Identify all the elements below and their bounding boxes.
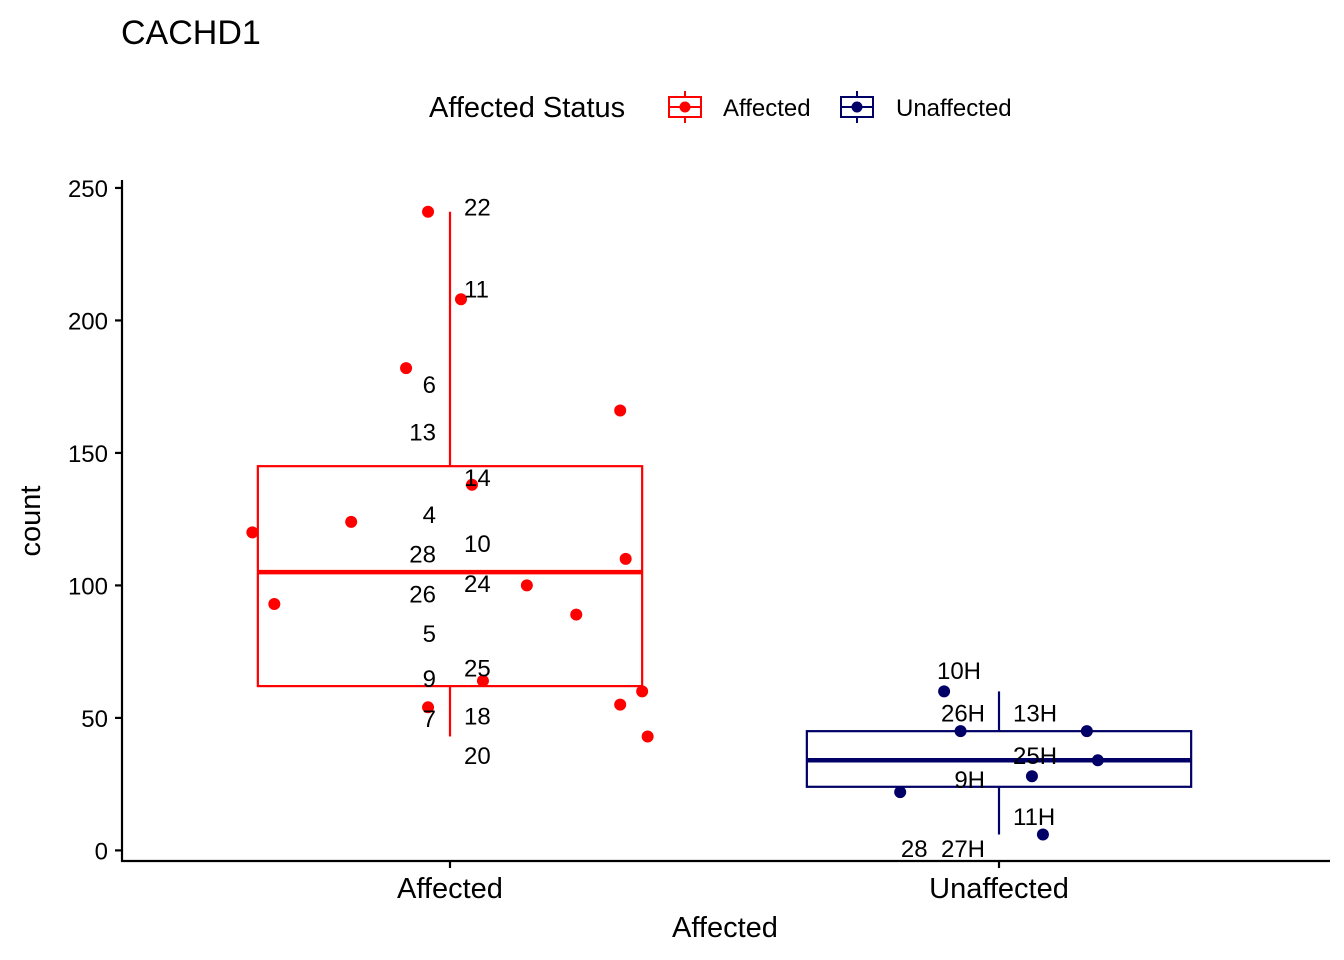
data-point <box>641 730 654 743</box>
data-point <box>614 698 627 711</box>
axes: 0 50 100 150 200 250 Affected Unaffected Affec… <box>15 176 1330 944</box>
legend: Affected Status Affected Unaffected <box>429 91 1012 124</box>
data-point <box>454 293 467 306</box>
x-axis-title: Affected <box>672 912 778 944</box>
legend-point <box>679 101 691 113</box>
x-tick-label: Unaffected <box>929 873 1069 905</box>
point-label: 9 <box>423 666 436 693</box>
data-point <box>1025 770 1038 783</box>
y-axis-title: count <box>15 486 47 557</box>
data-point <box>520 579 533 592</box>
data-point <box>400 362 413 375</box>
y-tick-label: 100 <box>68 573 108 600</box>
data-point <box>954 725 967 738</box>
point-label: 26 <box>409 581 436 608</box>
data-point <box>636 685 649 698</box>
data-point <box>938 685 951 698</box>
legend-key-unaffected <box>840 91 874 123</box>
box-groups: 22 11 6 13 14 4 10 28 24 26 5 25 9 18 7 20 10H 26H 13H 25H 9… <box>246 194 1193 863</box>
x-tick-label: Affected <box>397 873 503 905</box>
data-point <box>1036 828 1049 841</box>
point-label: 5 <box>423 621 436 648</box>
point-label: 22 <box>464 194 491 221</box>
data-point <box>1080 725 1093 738</box>
data-point <box>345 515 358 528</box>
point-label: 14 <box>464 465 491 492</box>
data-point <box>268 597 281 610</box>
point-label: 11H <box>1013 804 1055 831</box>
legend-label-affected: Affected <box>723 95 811 122</box>
point-label: 28 <box>409 542 436 569</box>
point-label: 4 <box>423 502 436 529</box>
data-point <box>246 526 259 539</box>
point-label: 11 <box>464 277 489 304</box>
data-point <box>465 478 478 491</box>
point-label: 10 <box>464 531 491 558</box>
y-ticks: 0 50 100 150 200 250 <box>68 176 122 865</box>
y-tick-label: 200 <box>68 308 108 335</box>
legend-title: Affected Status <box>429 92 625 124</box>
group-affected: 22 11 6 13 14 4 10 28 24 26 5 25 9 18 7 20 <box>246 194 654 770</box>
legend-label-unaffected: Unaffected <box>896 95 1012 122</box>
point-label: 7 <box>423 706 436 733</box>
y-tick-label: 50 <box>81 706 108 733</box>
point-label: 10H <box>937 658 981 685</box>
point-label: 18 <box>464 703 491 730</box>
data-point <box>894 786 907 799</box>
point-label: 20 <box>464 743 491 770</box>
data-point <box>1091 754 1104 767</box>
point-label: 26H <box>941 701 985 728</box>
y-tick-label: 0 <box>95 838 108 865</box>
chart-title: CACHD1 <box>121 14 261 52</box>
point-label: 24 <box>464 571 491 598</box>
legend-key-affected <box>668 91 702 123</box>
data-point <box>570 608 583 621</box>
data-point <box>422 701 435 714</box>
data-point <box>619 552 632 565</box>
point-label: 13 <box>409 420 436 447</box>
legend-point <box>851 101 863 113</box>
x-ticks: Affected Unaffected <box>397 861 1069 905</box>
point-label: 25H <box>1013 743 1057 770</box>
data-point <box>422 205 435 218</box>
point-label: 6 <box>423 372 436 399</box>
point-label: 9H <box>954 767 985 794</box>
data-point <box>476 674 489 687</box>
group-unaffected: 10H 26H 13H 25H 9H 11H 28_27H <box>805 658 1193 863</box>
point-label: 25 <box>464 656 491 683</box>
point-label: 13H <box>1013 701 1057 728</box>
iqr-box <box>256 465 644 688</box>
y-tick-label: 250 <box>68 176 108 203</box>
y-tick-label: 150 <box>68 441 108 468</box>
point-label: 28_27H <box>901 836 985 863</box>
data-point <box>614 404 627 417</box>
